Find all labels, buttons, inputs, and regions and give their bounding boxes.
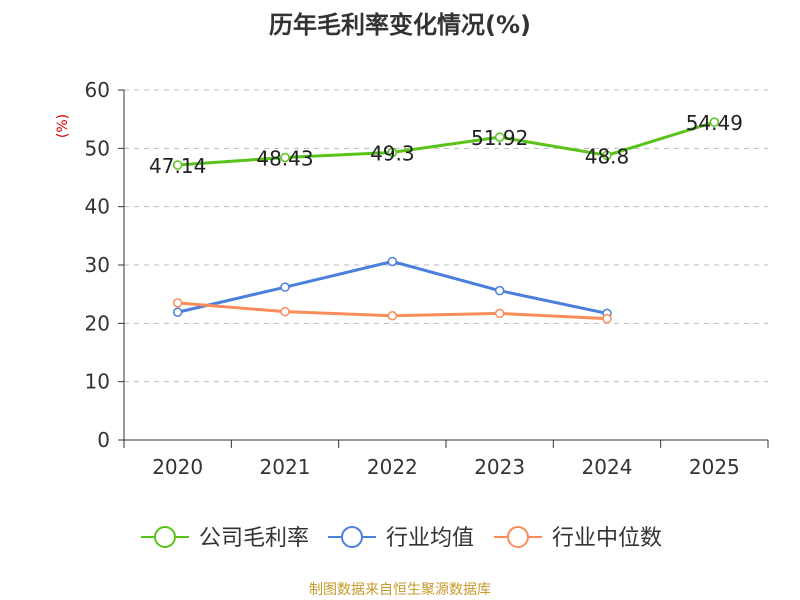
axes: 0 10 20 30 40 50 60 2020 2021 2022 2023 2024 2025	[85, 78, 769, 479]
y-tick-label: 50	[85, 136, 110, 160]
data-point	[280, 152, 290, 163]
data-label: 47.14	[149, 154, 206, 178]
legend-marker	[507, 526, 529, 548]
x-tick-label: 2024	[582, 455, 633, 479]
x-tick-label: 2022	[367, 455, 418, 479]
series-line-1	[177, 260, 608, 315]
data-label: 51.92	[471, 126, 528, 150]
y-tick-label: 10	[85, 370, 110, 394]
y-tick-label: 60	[85, 78, 110, 102]
data-points	[172, 117, 720, 324]
legend-item-0: 公司毛利率	[141, 526, 309, 551]
y-tick-label: 40	[85, 195, 110, 219]
data-label: 48.43	[256, 146, 313, 170]
x-tick-label: 2020	[152, 455, 203, 479]
data-point	[709, 117, 720, 127]
legend-item-1: 行业均值	[328, 526, 474, 551]
legend-marker	[154, 526, 176, 548]
data-point	[494, 132, 505, 142]
legend-item-2: 行业中位数	[494, 526, 662, 551]
x-tick-label: 2021	[260, 455, 311, 479]
data-point	[280, 282, 290, 292]
data-point	[280, 306, 290, 317]
data-point	[172, 298, 183, 308]
y-tick-label: 20	[85, 311, 110, 335]
data-label: 54.49	[686, 111, 743, 135]
grid-lines	[124, 89, 768, 383]
data-label: 49.3	[370, 141, 415, 165]
data-label: 48.8	[585, 144, 630, 168]
data-point	[494, 285, 505, 296]
y-axis-label: (%)	[55, 114, 71, 138]
data-point	[172, 160, 183, 170]
data-point	[494, 308, 505, 319]
legend-label: 行业中位数	[552, 526, 662, 551]
y-tick-label: 30	[85, 253, 110, 277]
data-point	[387, 311, 398, 321]
chart-title: 历年毛利率变化情况(%)	[269, 11, 531, 39]
legend: 公司毛利率 行业均值 行业中位数	[141, 526, 662, 551]
y-tick-label: 0	[97, 428, 110, 452]
data-point	[602, 313, 612, 324]
x-tick-label: 2025	[689, 455, 740, 479]
data-point	[387, 147, 398, 158]
data-labels: 47.14 48.43 49.3 51.92 48.8 54.49	[149, 111, 743, 178]
legend-marker	[341, 526, 363, 548]
data-point	[602, 150, 612, 161]
legend-label: 行业均值	[386, 526, 474, 551]
x-tick-label: 2023	[474, 455, 525, 479]
series-line-0	[177, 120, 715, 167]
data-point	[387, 256, 398, 267]
data-point	[172, 307, 183, 317]
source-note: 制图数据来自恒生聚源数据库	[309, 582, 491, 598]
legend-label: 公司毛利率	[199, 526, 309, 551]
